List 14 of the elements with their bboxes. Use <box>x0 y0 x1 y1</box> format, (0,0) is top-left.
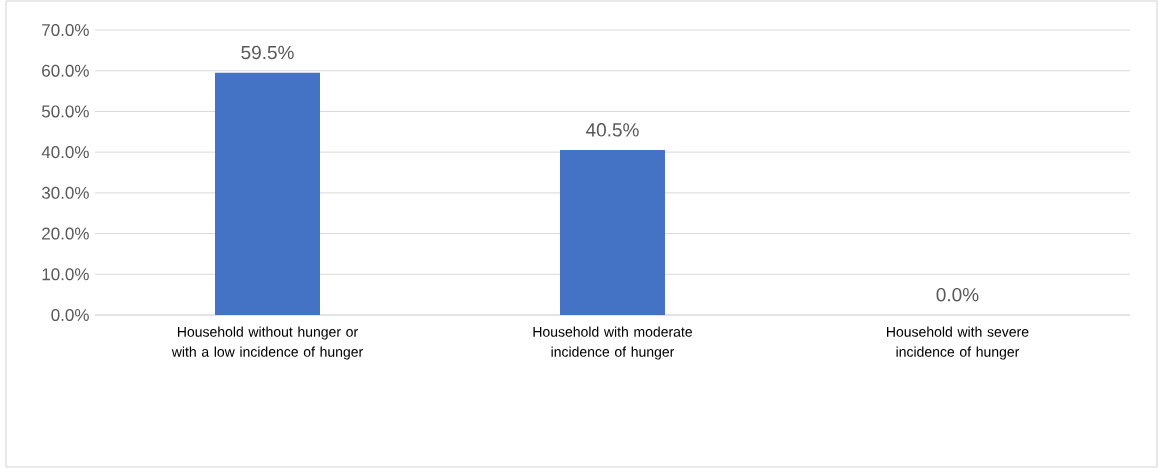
y-tick-label: 30.0% <box>41 186 89 199</box>
y-tick-label: 20.0% <box>42 227 89 240</box>
x-tick-label: Household with severe incidence of hunger <box>887 326 1029 360</box>
y-tick-label: 60.0% <box>42 64 89 77</box>
x-tick-label: Household without hunger or with a low incidence of hunger <box>171 326 363 360</box>
data-label: 0.0% <box>936 288 979 302</box>
y-tick-label: 40.0% <box>41 146 89 159</box>
data-label: 59.5% <box>241 45 294 60</box>
y-tick-label: 0.0% <box>51 308 89 322</box>
y-tick-label: 50.0% <box>41 105 89 118</box>
y-tick-label: 10.0% <box>42 268 89 281</box>
x-tick-label: Household with moderate incidence of hunger <box>533 326 692 360</box>
data-label: 40.5% <box>585 123 639 137</box>
y-tick-label: 70.0% <box>42 23 89 37</box>
